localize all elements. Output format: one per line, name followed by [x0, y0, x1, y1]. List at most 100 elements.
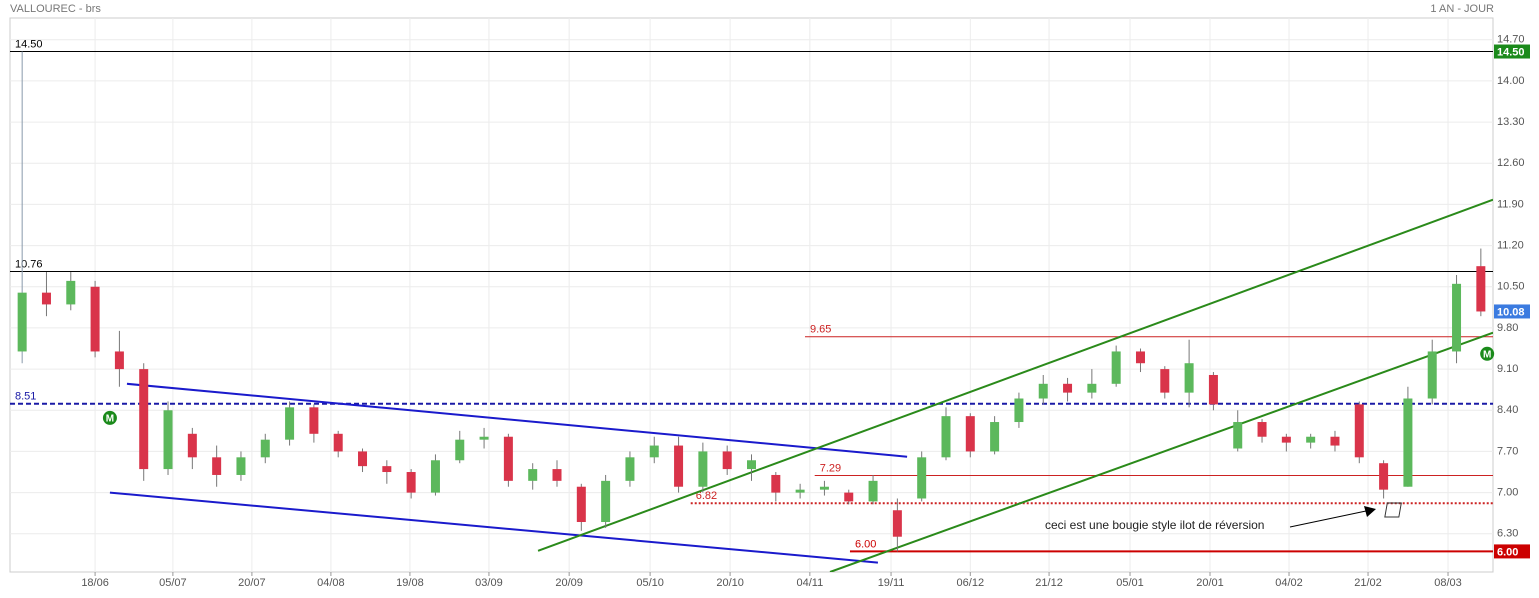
x-tick-label: 03/09 — [475, 577, 503, 589]
chart-title: VALLOUREC - brs — [10, 3, 101, 15]
x-tick-label: 04/02 — [1275, 577, 1303, 589]
price-badge — [1494, 304, 1530, 319]
level-label: 8.51 — [15, 391, 36, 403]
candle-body — [965, 416, 975, 452]
candle-body — [1184, 363, 1194, 393]
x-tick-label: 04/08 — [317, 577, 345, 589]
x-tick-label: 05/10 — [636, 577, 664, 589]
x-tick-label: 05/07 — [159, 577, 187, 589]
price-badge-label: 6.00 — [1497, 546, 1518, 558]
x-tick-label: 08/03 — [1434, 577, 1462, 589]
candle-body — [1233, 422, 1243, 449]
price-badge — [1494, 44, 1530, 59]
candle-body — [358, 451, 368, 467]
candle-body — [1403, 398, 1413, 487]
candle-body — [722, 451, 732, 470]
y-tick-label: 7.00 — [1497, 487, 1518, 499]
candle-body — [382, 466, 392, 473]
candle-body — [528, 469, 538, 481]
trend-line — [109, 491, 879, 564]
candle-body — [503, 436, 513, 481]
candle-body — [1427, 351, 1437, 399]
candle-body — [333, 433, 343, 452]
candle-body — [406, 472, 416, 493]
candle-body — [625, 457, 635, 481]
candle-body — [576, 486, 586, 523]
candle-body — [1135, 351, 1145, 364]
candle-body — [1452, 283, 1462, 352]
candle-body — [1208, 374, 1218, 405]
candle-body — [917, 457, 927, 499]
candle-body — [892, 510, 902, 537]
x-tick-label: 21/12 — [1035, 577, 1063, 589]
trend-line — [829, 331, 1493, 572]
candle-body — [552, 469, 562, 481]
price-badge — [1494, 544, 1530, 559]
candle-body — [601, 480, 611, 523]
candle-body — [260, 439, 270, 458]
candle-body — [479, 436, 489, 440]
candle-body — [941, 416, 951, 458]
candle-body — [1014, 398, 1024, 423]
candle-body — [430, 460, 440, 493]
x-tick-label: 05/01 — [1116, 577, 1144, 589]
chart-subtitle: 1 AN - JOUR — [1430, 3, 1494, 15]
candle-body — [17, 292, 27, 352]
x-tick-label: 21/02 — [1354, 577, 1382, 589]
marker — [1480, 346, 1495, 361]
candle-body — [1306, 436, 1316, 443]
level-label: 7.29 — [820, 462, 841, 474]
candle-body — [285, 407, 295, 440]
x-tick-label: 20/10 — [716, 577, 744, 589]
marker-label: M — [1483, 349, 1491, 360]
candle-body — [698, 451, 708, 487]
candle-body — [236, 457, 246, 475]
level-label: 10.76 — [15, 258, 43, 270]
candle-body — [771, 474, 781, 493]
level-label: 9.65 — [810, 324, 831, 336]
candle-body — [66, 280, 76, 305]
level-label: 14.50 — [15, 38, 43, 50]
y-tick-label: 10.50 — [1497, 281, 1525, 293]
trend-line — [126, 382, 908, 458]
price-badge-label: 10.08 — [1497, 306, 1525, 318]
marker — [102, 410, 117, 425]
x-tick-label: 20/01 — [1196, 577, 1224, 589]
price-badge-label: 14.50 — [1497, 46, 1525, 58]
candle-body — [674, 445, 684, 487]
candle-body — [1330, 436, 1340, 446]
annotation: ceci est une bougie style ilot de révers… — [1045, 518, 1264, 532]
y-tick-label: 8.40 — [1497, 404, 1518, 416]
candle-body — [90, 286, 100, 352]
candle-body — [844, 492, 854, 502]
candle-body — [163, 410, 173, 470]
candle-body — [41, 292, 51, 305]
candle-body — [990, 422, 1000, 452]
candle-body — [1063, 383, 1073, 393]
level-label: 6.82 — [696, 490, 717, 502]
candle-body — [187, 433, 197, 458]
x-tick-label: 18/06 — [81, 577, 109, 589]
candle-body — [455, 439, 465, 461]
candle-body — [1476, 266, 1486, 312]
annotation-arrowhead — [1364, 506, 1376, 517]
candle-body — [1087, 383, 1097, 393]
y-tick-label: 14.70 — [1497, 34, 1525, 46]
candle-body — [1379, 463, 1389, 490]
plot: 14.50 10.76 9.65 8.51 7.29 6.82 6.00 — [10, 18, 1493, 572]
y-tick-label: 12.60 — [1497, 157, 1525, 169]
candle-body — [1281, 436, 1291, 443]
x-tick-label: 19/11 — [878, 577, 905, 589]
y-tick-label: 11.90 — [1497, 198, 1524, 210]
level-label: 6.00 — [855, 538, 876, 550]
candle-body — [649, 445, 659, 458]
x-tick-label: 19/08 — [396, 577, 424, 589]
candle-body — [1160, 369, 1170, 393]
y-tick-label: 7.70 — [1497, 445, 1518, 457]
candle-body — [212, 457, 222, 475]
y-tick-label: 14.00 — [1497, 75, 1525, 87]
candle-body — [868, 480, 878, 502]
candle-body — [1111, 351, 1121, 384]
y-tick-label: 11.20 — [1497, 240, 1524, 252]
